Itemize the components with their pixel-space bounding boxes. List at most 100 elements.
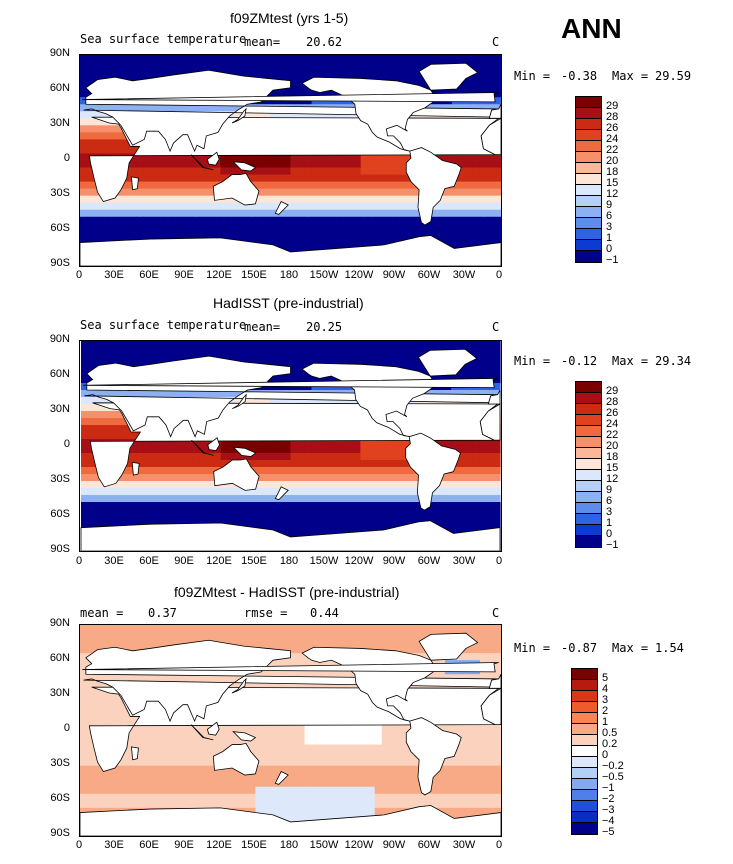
sst-cell (486, 758, 495, 767)
sst-cell (262, 188, 271, 197)
sst-cell (220, 174, 228, 183)
sst-cell (276, 523, 285, 531)
land-mass (232, 446, 257, 457)
sst-cell (465, 167, 474, 176)
sst-cell (325, 737, 334, 746)
sst-cell (486, 516, 494, 524)
sst-cell (409, 751, 418, 760)
sst-cell (80, 723, 88, 732)
sst-cell (129, 188, 137, 197)
sst-cell (213, 341, 222, 349)
sst-cell (437, 723, 446, 732)
sst-cell (402, 174, 411, 183)
sst-cell (437, 341, 445, 349)
sst-cell (241, 495, 250, 503)
sst-cell (80, 237, 88, 246)
sst-cell (423, 516, 431, 524)
sst-cell (248, 355, 257, 363)
sst-cell (311, 488, 320, 496)
sst-cell (409, 509, 417, 517)
sst-cell (325, 195, 334, 204)
sst-cell (332, 474, 340, 482)
sst-cell (346, 639, 355, 647)
sst-cell (374, 639, 383, 647)
sst-cell (220, 744, 228, 753)
sst-cell (353, 639, 362, 647)
sst-cell (136, 341, 145, 349)
sst-cell (297, 209, 306, 218)
sst-cell (115, 502, 124, 510)
land-mass (207, 151, 220, 166)
sst-cell (311, 195, 320, 204)
sst-cell (276, 681, 285, 689)
sst-cell (80, 460, 89, 468)
sst-cell (381, 341, 389, 349)
sst-cell (248, 223, 257, 232)
sst-cell (80, 509, 89, 517)
sst-cell (458, 765, 467, 774)
sst-cell (437, 195, 446, 204)
sst-cell (80, 404, 89, 412)
sst-cell (346, 397, 354, 405)
sst-cell (304, 632, 313, 640)
sst-cell (367, 509, 375, 517)
sst-cell (129, 646, 137, 654)
sst-cell (353, 523, 361, 531)
sst-cell (276, 625, 285, 633)
sst-cell (129, 758, 137, 767)
sst-cell (206, 167, 214, 176)
sst-cell (402, 488, 410, 496)
sst-cell (157, 209, 165, 218)
sst-cell (94, 481, 103, 489)
sst-cell (94, 674, 102, 682)
sst-cell (318, 348, 327, 356)
sst-cell (164, 772, 172, 781)
sst-cell (409, 474, 417, 482)
sst-cell (241, 202, 249, 211)
sst-cell (262, 772, 271, 781)
sst-cell (388, 209, 397, 218)
sst-cell (255, 167, 264, 176)
sst-cell (332, 758, 341, 767)
sst-cell (283, 90, 292, 98)
sst-cell (94, 695, 102, 703)
sst-cell (290, 76, 299, 84)
sst-cell (318, 223, 327, 232)
sst-cell (479, 188, 488, 197)
sst-cell (108, 216, 116, 225)
sst-cell (213, 453, 222, 461)
sst-cell (465, 181, 474, 190)
sst-cell (206, 488, 215, 496)
sst-cell (367, 467, 375, 475)
sst-cell (367, 632, 376, 640)
sst-cell (87, 646, 95, 654)
sst-cell (479, 216, 488, 225)
sst-cell (164, 348, 173, 356)
sst-cell (297, 76, 306, 84)
land-mass (479, 403, 501, 441)
sst-cell (255, 223, 264, 232)
sst-cell (178, 744, 186, 753)
sst-cell (479, 369, 487, 377)
sst-cell (297, 530, 306, 538)
sst-cell (339, 202, 348, 211)
sst-cell (199, 758, 207, 767)
sst-cell (493, 83, 501, 91)
sst-cell (388, 181, 397, 190)
sst-cell (80, 125, 88, 133)
sst-cell (325, 230, 334, 239)
sst-cell (164, 195, 172, 204)
sst-cell (136, 69, 144, 77)
sst-cell (430, 202, 439, 211)
sst-cell (234, 639, 242, 647)
sst-cell (290, 160, 299, 169)
sst-cell (269, 216, 278, 225)
sst-cell (381, 348, 389, 356)
sst-cell (87, 495, 96, 503)
sst-cell (115, 209, 123, 218)
sst-cell (402, 632, 411, 640)
sst-cell (262, 202, 271, 211)
sst-cell (276, 223, 285, 232)
sst-cell (157, 230, 165, 239)
sst-cell (241, 509, 250, 517)
